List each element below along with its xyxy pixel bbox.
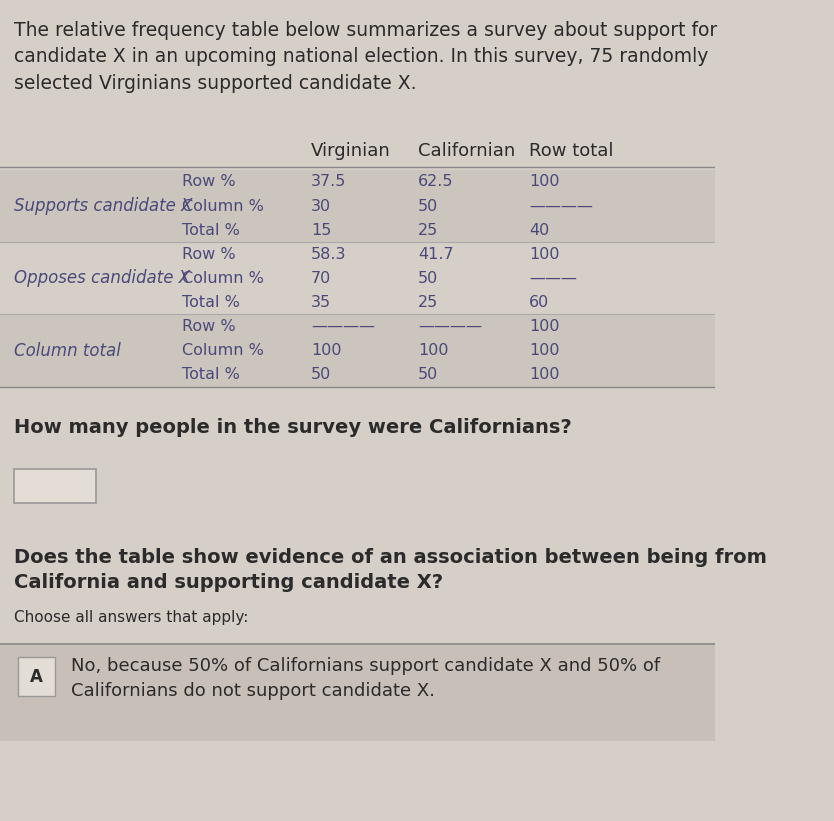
Text: Californian: Californian — [418, 142, 515, 160]
Text: 50: 50 — [418, 367, 438, 382]
Bar — [0, 170, 715, 242]
Text: 50: 50 — [418, 199, 438, 213]
Text: 62.5: 62.5 — [418, 175, 454, 190]
Text: A: A — [30, 667, 43, 686]
Text: Row %: Row % — [182, 175, 236, 190]
Text: 15: 15 — [311, 222, 331, 237]
Text: 100: 100 — [529, 247, 560, 262]
Bar — [18, 657, 55, 696]
Text: 60: 60 — [529, 295, 549, 310]
Text: Row %: Row % — [182, 247, 236, 262]
Text: 70: 70 — [311, 271, 331, 286]
Text: 100: 100 — [529, 343, 560, 358]
Text: 40: 40 — [529, 222, 549, 237]
Text: Does the table show evidence of an association between being from
California and: Does the table show evidence of an assoc… — [14, 548, 767, 593]
Text: Column total: Column total — [14, 342, 121, 360]
Text: Choose all answers that apply:: Choose all answers that apply: — [14, 610, 249, 625]
Text: 35: 35 — [311, 295, 331, 310]
Text: Column %: Column % — [182, 271, 264, 286]
Text: 25: 25 — [418, 295, 438, 310]
Text: ————: ———— — [418, 319, 482, 334]
Text: How many people in the survey were Californians?: How many people in the survey were Calif… — [14, 418, 572, 437]
Text: 50: 50 — [311, 367, 331, 382]
Text: Opposes candidate X: Opposes candidate X — [14, 269, 190, 287]
Text: Virginian: Virginian — [311, 142, 390, 160]
Bar — [14, 469, 97, 503]
Text: Total %: Total % — [182, 367, 240, 382]
Text: 100: 100 — [529, 367, 560, 382]
Text: Total %: Total % — [182, 295, 240, 310]
Text: 100: 100 — [311, 343, 341, 358]
Bar — [0, 314, 715, 387]
Text: 100: 100 — [529, 319, 560, 334]
Text: ———: ——— — [529, 271, 577, 286]
Text: ————: ———— — [529, 199, 593, 213]
Text: 50: 50 — [418, 271, 438, 286]
Text: 41.7: 41.7 — [418, 247, 454, 262]
Text: 25: 25 — [418, 222, 438, 237]
Text: Row %: Row % — [182, 319, 236, 334]
Text: Column %: Column % — [182, 199, 264, 213]
Text: No, because 50% of Californians support candidate X and 50% of
Californians do n: No, because 50% of Californians support … — [72, 657, 661, 699]
Text: The relative frequency table below summarizes a survey about support for
candida: The relative frequency table below summa… — [14, 21, 717, 93]
Text: 100: 100 — [529, 175, 560, 190]
Text: 100: 100 — [418, 343, 449, 358]
Text: Row total: Row total — [529, 142, 613, 160]
Text: ————: ———— — [311, 319, 374, 334]
Text: 37.5: 37.5 — [311, 175, 346, 190]
Text: Supports candidate X: Supports candidate X — [14, 197, 193, 215]
Text: Column %: Column % — [182, 343, 264, 358]
Bar — [0, 242, 715, 314]
Text: 30: 30 — [311, 199, 331, 213]
Text: 58.3: 58.3 — [311, 247, 346, 262]
Text: Total %: Total % — [182, 222, 240, 237]
